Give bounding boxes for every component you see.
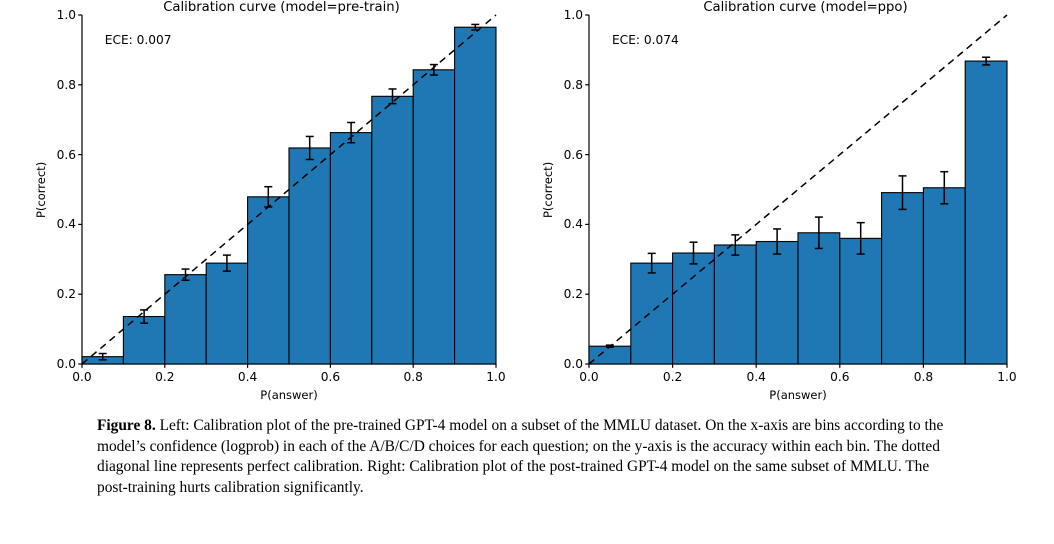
y-tick-label: 0.0 <box>56 357 76 371</box>
error-bar <box>982 56 991 66</box>
bar <box>288 147 331 365</box>
y-tick-label: 0.6 <box>563 147 583 162</box>
x-axis-label: P(answer) <box>260 388 318 402</box>
error-bar <box>305 135 314 161</box>
bar <box>412 69 456 365</box>
bar <box>672 252 715 365</box>
figure-area: Calibration curve (model=pre-train) 0.0 0… <box>0 0 1054 404</box>
bar <box>205 262 249 365</box>
chart-title-left: Calibration curve (model=pre-train) <box>163 0 400 15</box>
calibration-plot-right <box>585 14 1008 368</box>
y-tick-label: 0.6 <box>56 147 76 162</box>
y-tick-label: 1.0 <box>56 8 76 22</box>
y-axis-label: P(correct) <box>541 161 555 218</box>
error-bar <box>856 221 865 255</box>
error-bar <box>773 228 782 255</box>
calibration-plot-left <box>78 14 497 368</box>
error-bar <box>689 241 698 265</box>
bar <box>630 262 674 365</box>
ece-annotation: ECE: 0.007 <box>104 33 172 48</box>
error-bar <box>347 121 356 144</box>
y-tick-label: 0.4 <box>563 217 583 232</box>
error-bar <box>471 23 480 31</box>
x-tick-label: 1.0 <box>486 370 506 384</box>
y-tick-label: 0.0 <box>563 357 583 371</box>
x-axis-label: P(answer) <box>769 388 827 402</box>
bar <box>164 274 207 365</box>
y-tick-label: 1.0 <box>563 8 583 22</box>
x-tick-label: 0.8 <box>403 370 423 384</box>
error-bar <box>140 309 149 324</box>
chart-panel-pre-train: Calibration curve (model=pre-train) 0.0 0… <box>0 0 527 404</box>
x-tick-label: 0.6 <box>320 370 341 384</box>
error-bar <box>222 254 231 272</box>
perfect-calibration-line <box>81 14 497 365</box>
x-tick-label: 0.2 <box>155 370 175 384</box>
figure-caption-label: Figure 8. <box>97 417 156 434</box>
bar <box>755 240 799 365</box>
bar <box>881 192 924 365</box>
x-tick-label: 0.2 <box>662 370 683 384</box>
bar <box>713 244 757 365</box>
error-bar <box>814 216 823 250</box>
x-tick-label: 0.0 <box>579 370 599 384</box>
x-tick-label: 1.0 <box>997 370 1017 384</box>
bar <box>247 196 290 365</box>
x-tick-label: 0.4 <box>237 370 258 384</box>
y-tick-label: 0.8 <box>56 77 76 92</box>
bar <box>329 132 373 365</box>
x-tick-label: 0.4 <box>746 370 766 384</box>
error-bar <box>731 234 740 256</box>
error-bar <box>98 352 107 361</box>
bar <box>454 26 497 365</box>
error-bar <box>940 170 949 205</box>
error-bar <box>647 252 656 274</box>
error-bar <box>429 63 438 76</box>
y-tick-label: 0.8 <box>563 77 583 92</box>
figure-caption-body: Left: Calibration plot of the pre-traine… <box>97 417 944 496</box>
bar <box>122 315 166 365</box>
bar <box>588 345 632 365</box>
error-bar <box>605 344 614 348</box>
chart-title-right: Calibration curve (model=ppo) <box>703 0 908 15</box>
chart-panel-ppo: Calibration curve (model=ppo) 0.0 0.2 0.4 0… <box>527 0 1054 404</box>
bar <box>797 232 841 365</box>
figure-caption: Figure 8. Left: Calibration plot of the … <box>97 416 955 498</box>
perfect-calibration-line <box>588 14 1008 365</box>
ece-annotation: ECE: 0.074 <box>611 33 679 48</box>
error-bar <box>181 268 190 281</box>
x-tick-label: 0.6 <box>830 370 850 384</box>
error-bar <box>264 185 273 208</box>
x-tick-label: 0.0 <box>72 370 92 384</box>
error-bar <box>898 175 907 211</box>
y-axis-label: P(correct) <box>34 161 48 218</box>
x-tick-label: 0.8 <box>913 370 934 384</box>
y-tick-label: 0.2 <box>56 287 76 302</box>
bar <box>922 187 966 365</box>
error-bar <box>388 88 397 105</box>
y-tick-label: 0.4 <box>56 217 76 232</box>
bar <box>371 95 414 365</box>
y-tick-label: 0.2 <box>563 287 583 302</box>
bar <box>964 60 1008 365</box>
bar <box>839 237 883 365</box>
